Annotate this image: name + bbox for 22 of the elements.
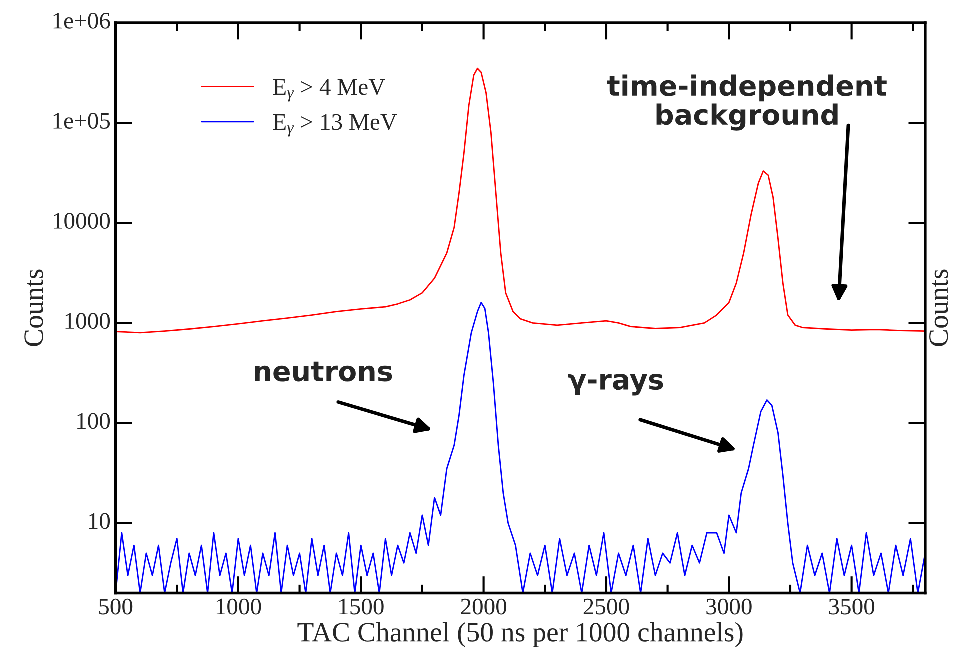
y-tick-label: 1000 [66, 313, 110, 330]
y-tick-label: 10 [89, 513, 110, 530]
x-tick-label: 2000 [461, 598, 507, 615]
annotation: time-independent background [607, 74, 887, 131]
legend-label: E$_{γ}$ > 13 MeV [273, 114, 398, 137]
x-tick-label: 1500 [340, 598, 384, 615]
legend-label: E$_{γ}$ > 4 MeV [273, 79, 386, 102]
y-axis-title: Counts [24, 270, 44, 346]
y-tick-label: 100 [78, 413, 110, 430]
x-tick-label: 3500 [829, 598, 875, 615]
annotation: γ-rays [568, 374, 664, 396]
y-tick-label: 1e+05 [54, 113, 110, 129]
y2-axis-title: Counts [930, 270, 948, 346]
x-axis-title: TAC Channel (50 ns per 1000 channels) [298, 622, 743, 648]
y-tick-label: 1e+06 [54, 12, 110, 29]
x-tick-label: 2500 [584, 598, 630, 615]
annotation: neutrons [255, 362, 392, 382]
y-tick-label: 10000 [54, 213, 110, 230]
x-tick-label: 3000 [706, 598, 752, 615]
line-series [116, 68, 926, 334]
x-tick-label: 500 [99, 598, 133, 615]
x-tick-label: 1000 [216, 598, 262, 615]
